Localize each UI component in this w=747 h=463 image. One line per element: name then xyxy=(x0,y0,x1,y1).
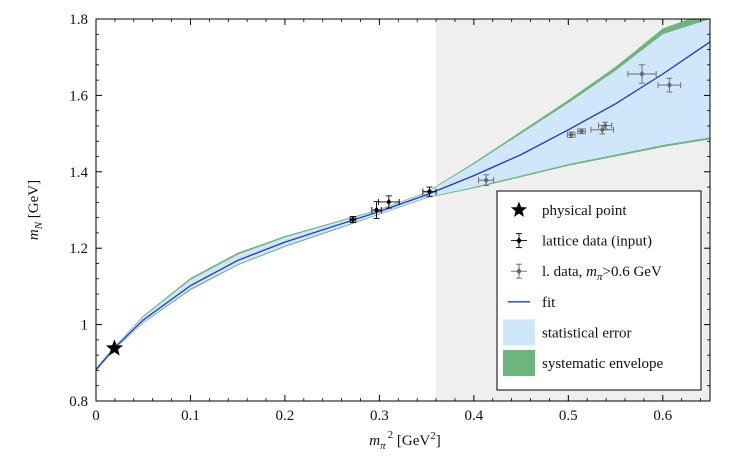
data-point-above xyxy=(627,64,657,84)
x-tick-label: 0.1 xyxy=(181,408,200,424)
legend-item-fit: fit xyxy=(508,295,556,311)
plot-frame xyxy=(95,18,711,402)
legend-sys-swatch xyxy=(503,350,535,376)
x-tick-label: 0.2 xyxy=(276,408,295,424)
x-tick-label: 0.3 xyxy=(370,408,389,424)
legend-stat-swatch xyxy=(503,319,535,346)
data-point-above xyxy=(566,131,576,138)
data-point-above xyxy=(478,174,495,187)
y-tick-label: 1.6 xyxy=(69,88,88,104)
x-tick-label: 0.5 xyxy=(559,408,578,424)
legend-label-input: lattice data (input) xyxy=(542,234,652,250)
plot-area xyxy=(96,19,710,372)
legend-item-stat: statistical error xyxy=(503,319,632,346)
ticks: 0 0.1 0.2 0.3 0.4 0.5 0.6 0.8 1 1.2 1.4 1.6 1.8 xyxy=(69,12,710,424)
legend-item-physical: physical point xyxy=(510,201,627,219)
legend-label-above: l. data, mπ>0.6 GeV xyxy=(542,264,662,283)
legend-label-fit: fit xyxy=(542,295,556,311)
legend-marker-above xyxy=(511,263,527,279)
legend-item-sys: systematic envelope xyxy=(503,350,664,376)
fit-curve xyxy=(96,41,710,371)
lattice-input-points xyxy=(349,186,437,224)
legend-label-physical: physical point xyxy=(542,203,627,219)
data-point-input xyxy=(377,195,400,209)
data-point-input xyxy=(422,186,437,197)
x-tick-label: 0.6 xyxy=(653,408,672,424)
data-point-above xyxy=(577,128,586,135)
x-axis-label: mπ2 [GeV2] xyxy=(369,429,440,452)
x-tick-label: 0.4 xyxy=(464,408,483,424)
legend-label-stat: statistical error xyxy=(542,325,632,341)
y-tick-label: 1.8 xyxy=(69,12,88,28)
data-point-above xyxy=(598,121,613,130)
legend-item-input: lattice data (input) xyxy=(511,233,652,250)
y-axis-label: mN [GeV] xyxy=(26,180,45,240)
legend: physical point lattice data (input) l. dat… xyxy=(496,190,702,391)
y-tick-label: 1.4 xyxy=(69,165,88,181)
legend-label-sys: systematic envelope xyxy=(542,356,664,372)
legend-item-above: l. data, mπ>0.6 GeV xyxy=(511,263,662,283)
data-point-input xyxy=(349,216,357,224)
data-point-above xyxy=(657,77,682,93)
y-tick-label: 1.2 xyxy=(69,241,88,257)
legend-marker-input xyxy=(511,233,527,249)
x-tick-label: 0 xyxy=(92,408,100,424)
statistical-error-band xyxy=(96,19,710,372)
physical-point-star xyxy=(105,339,123,356)
legend-star-icon xyxy=(510,201,528,217)
y-tick-label: 0.8 xyxy=(69,394,88,410)
y-tick-label: 1 xyxy=(81,318,89,334)
lattice-above-points xyxy=(478,64,682,187)
